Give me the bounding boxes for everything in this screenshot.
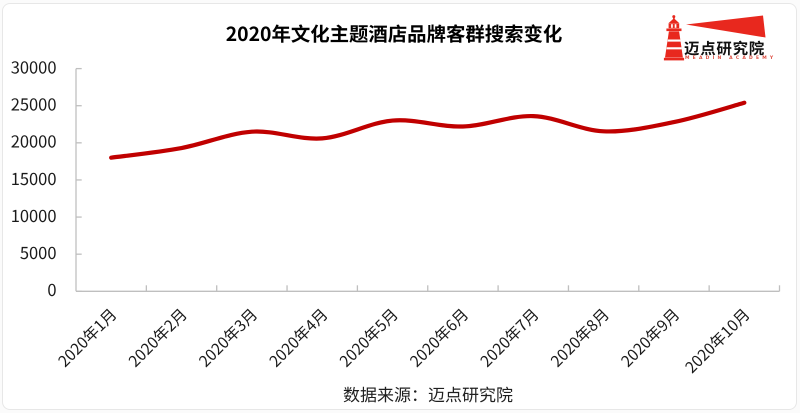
y-axis-label: 25000 <box>11 92 57 116</box>
x-axis-label: 2020年4月 <box>264 303 332 371</box>
x-axis-label: 2020年7月 <box>475 303 543 371</box>
x-axis-label: 2020年10月 <box>680 303 754 377</box>
data-series-line <box>109 100 747 160</box>
brand-subtext: MEADIN ACADEMY <box>685 56 777 61</box>
x-axis-label: 2020年5月 <box>334 303 402 371</box>
brand-logo: 迈点研究院 MEADIN ACADEMY <box>658 8 777 66</box>
x-axis-label: 2020年9月 <box>616 303 684 371</box>
y-axis-label: 30000 <box>11 55 57 79</box>
x-axis-label: 2020年6月 <box>405 303 473 371</box>
x-axis-label: 2020年2月 <box>123 303 191 371</box>
x-axis-label: 2020年8月 <box>545 303 613 371</box>
x-axis-label: 2020年3月 <box>194 303 262 371</box>
y-axis-label: 15000 <box>11 166 57 190</box>
source-note: 数据来源：迈点研究院 <box>343 381 513 406</box>
brand-name: 迈点研究院 <box>684 37 766 59</box>
lighthouse-beam-icon <box>663 15 766 61</box>
chart-title: 2020年文化主题酒店品牌客群搜索变化 <box>225 18 563 47</box>
y-axis-label: 5000 <box>20 240 57 264</box>
y-axis-label: 20000 <box>11 129 57 153</box>
x-axis-label: 2020年1月 <box>53 303 121 371</box>
chart-card: 2020年文化主题酒店品牌客群搜索变化 迈点研究院 MEADIN ACADEMY <box>2 3 797 410</box>
y-axis-label: 10000 <box>11 203 57 227</box>
y-axis-label: 0 <box>47 277 56 301</box>
